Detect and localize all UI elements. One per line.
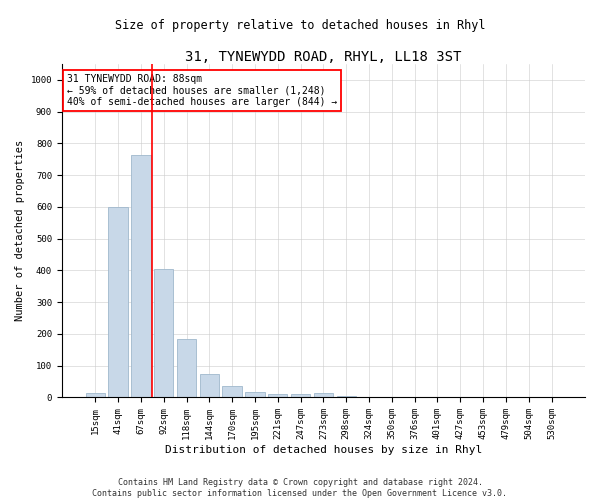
X-axis label: Distribution of detached houses by size in Rhyl: Distribution of detached houses by size …	[165, 445, 482, 455]
Bar	[223, 386, 242, 398]
Bar	[245, 392, 265, 398]
Bar	[154, 269, 173, 398]
Bar	[382, 397, 401, 398]
Bar	[86, 392, 105, 398]
Bar	[177, 338, 196, 398]
Bar	[337, 396, 356, 398]
Bar	[109, 207, 128, 398]
Bar	[131, 154, 151, 398]
Text: Contains HM Land Registry data © Crown copyright and database right 2024.
Contai: Contains HM Land Registry data © Crown c…	[92, 478, 508, 498]
Bar	[268, 394, 287, 398]
Y-axis label: Number of detached properties: Number of detached properties	[15, 140, 25, 322]
Text: Size of property relative to detached houses in Rhyl: Size of property relative to detached ho…	[115, 20, 485, 32]
Bar	[314, 394, 333, 398]
Bar	[200, 374, 219, 398]
Bar	[291, 394, 310, 398]
Text: 31 TYNEWYDD ROAD: 88sqm
← 59% of detached houses are smaller (1,248)
40% of semi: 31 TYNEWYDD ROAD: 88sqm ← 59% of detache…	[67, 74, 337, 107]
Title: 31, TYNEWYDD ROAD, RHYL, LL18 3ST: 31, TYNEWYDD ROAD, RHYL, LL18 3ST	[185, 50, 461, 64]
Bar	[359, 396, 379, 398]
